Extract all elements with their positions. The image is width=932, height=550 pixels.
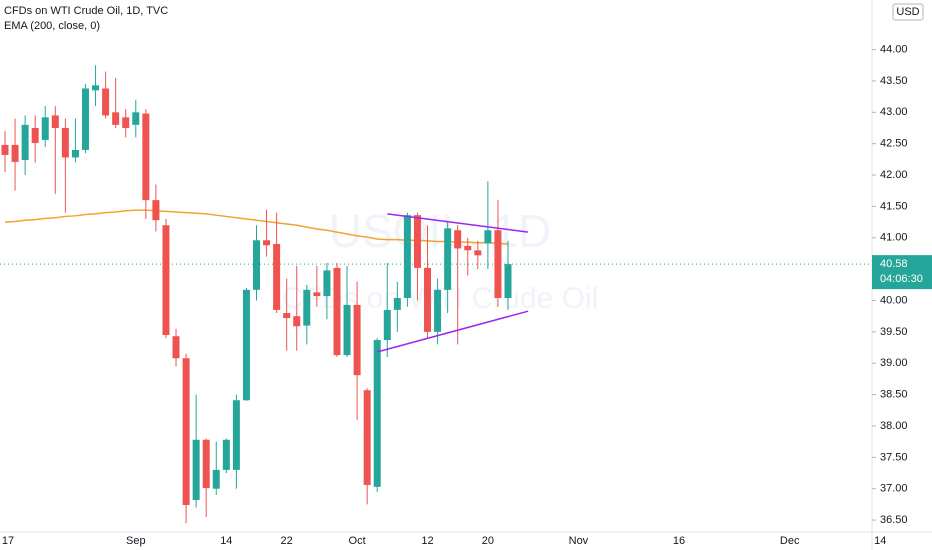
candle-body [504, 264, 512, 298]
candle-body [162, 225, 170, 336]
y-tick-label: 44.00 [880, 43, 908, 55]
candle-body [283, 313, 291, 319]
x-tick-label: Nov [569, 535, 589, 547]
indicator-label: EMA (200, close, 0) [4, 20, 100, 32]
candle-body [242, 289, 250, 401]
candle-body [464, 245, 472, 251]
candle-body [313, 292, 321, 297]
y-tick-label: 41.50 [880, 200, 908, 212]
watermark: USOIL, 1D [329, 205, 551, 257]
y-tick-label: 38.00 [880, 420, 908, 432]
candle-body [403, 215, 411, 298]
candle-body [434, 289, 442, 332]
candle-body [303, 289, 311, 326]
candle-body [182, 358, 190, 506]
candle-body [484, 230, 492, 244]
candle-body [1, 144, 9, 155]
candle-body [102, 88, 110, 116]
candle-body [172, 336, 180, 359]
ema-line [4, 209, 509, 245]
candle-body [353, 304, 361, 376]
trendline [387, 213, 529, 233]
candle-body [253, 240, 260, 290]
candle-body [192, 439, 200, 501]
currency: USD [896, 6, 919, 18]
last-price-box [872, 255, 932, 290]
y-tick-label: 38.50 [880, 389, 908, 401]
countdown: 04:06:30 [880, 273, 923, 285]
candle-body [92, 85, 100, 91]
x-tick-label: 14 [220, 535, 232, 547]
candle-body [424, 267, 432, 332]
candle-body [383, 309, 391, 341]
y-tick-label: 43.50 [880, 75, 908, 87]
candle-body [41, 117, 49, 140]
y-tick-label: 40.00 [880, 294, 908, 306]
y-tick-label: 43.00 [880, 106, 908, 118]
candle-body [202, 439, 210, 489]
candle-body [222, 439, 230, 470]
candle-body [132, 112, 140, 125]
candle-body [323, 270, 331, 297]
candle-body [122, 117, 130, 128]
x-tick-label: Oct [349, 535, 366, 547]
trendline [377, 310, 529, 353]
candle-body [71, 149, 79, 158]
candle-body [212, 469, 220, 489]
candle-body [142, 113, 150, 201]
candle-body [293, 316, 301, 327]
last-price-label: 40.58 [880, 258, 908, 270]
currency-box[interactable] [892, 3, 924, 21]
x-tick-label: 16 [673, 535, 685, 547]
y-tick-label: 42.00 [880, 169, 908, 181]
candle-body [373, 340, 381, 487]
candle-body [494, 230, 502, 298]
x-tick-label: 12 [421, 535, 433, 547]
candle-body [31, 127, 39, 144]
plot-area [0, 65, 872, 524]
y-tick-label: 37.00 [880, 483, 908, 495]
candle-body [273, 244, 281, 310]
candle-body [61, 127, 69, 158]
candle-body [263, 240, 271, 246]
x-tick-label: 14 [874, 535, 886, 547]
candle-body [81, 88, 89, 150]
candle-body [393, 297, 401, 310]
chart-title: CFDs on WTI Crude Oil, 1D, TVC [4, 5, 168, 17]
x-tick-label: 20 [482, 535, 494, 547]
candle-body [232, 400, 240, 470]
x-tick-label: Sep [126, 535, 146, 547]
candle-body [51, 115, 59, 128]
candle-body [21, 124, 29, 160]
y-tick-label: 37.50 [880, 451, 908, 463]
y-tick-label: 42.50 [880, 138, 908, 150]
candle-body [11, 144, 19, 162]
candle-body [333, 267, 341, 356]
x-tick-label: Dec [780, 535, 800, 547]
candle-body [343, 304, 351, 356]
candle-body [474, 250, 482, 256]
candle-body [444, 228, 452, 290]
candle-body [363, 390, 371, 485]
y-tick-label: 41.00 [880, 232, 908, 244]
candle-body [413, 215, 421, 268]
candle-body [454, 230, 462, 249]
y-tick-label: 39.00 [880, 357, 908, 369]
candle-body [152, 200, 160, 221]
x-tick-label: 22 [281, 535, 293, 547]
y-tick-label: 36.50 [880, 514, 908, 526]
x-tick-label: 17 [2, 535, 14, 547]
y-tick-label: 39.50 [880, 326, 908, 338]
candle-body [112, 112, 120, 125]
